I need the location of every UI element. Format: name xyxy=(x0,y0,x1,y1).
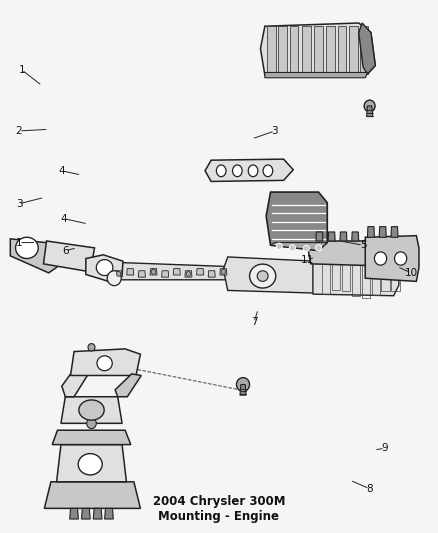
Polygon shape xyxy=(112,262,228,280)
Ellipse shape xyxy=(303,245,309,252)
Polygon shape xyxy=(52,430,131,445)
Ellipse shape xyxy=(221,269,226,274)
Polygon shape xyxy=(359,23,375,74)
Ellipse shape xyxy=(15,237,38,259)
Polygon shape xyxy=(302,26,311,74)
Text: 6: 6 xyxy=(62,246,69,255)
Polygon shape xyxy=(314,26,323,74)
Polygon shape xyxy=(266,192,327,251)
Polygon shape xyxy=(105,508,113,519)
Polygon shape xyxy=(352,232,359,241)
Text: 5: 5 xyxy=(360,240,367,250)
Ellipse shape xyxy=(374,252,387,265)
Polygon shape xyxy=(223,257,319,293)
Ellipse shape xyxy=(216,165,226,176)
Polygon shape xyxy=(162,271,169,277)
Polygon shape xyxy=(115,271,122,277)
Polygon shape xyxy=(265,72,367,78)
Polygon shape xyxy=(185,271,192,277)
Polygon shape xyxy=(326,26,335,74)
Text: 4: 4 xyxy=(59,166,65,176)
Ellipse shape xyxy=(364,100,375,112)
Polygon shape xyxy=(197,269,204,275)
Ellipse shape xyxy=(248,165,258,176)
Ellipse shape xyxy=(186,271,191,276)
Ellipse shape xyxy=(96,260,113,276)
Polygon shape xyxy=(261,23,375,75)
Text: 2: 2 xyxy=(16,126,22,136)
Polygon shape xyxy=(86,255,123,282)
Polygon shape xyxy=(205,159,293,181)
Polygon shape xyxy=(267,26,276,74)
Ellipse shape xyxy=(78,454,102,475)
Ellipse shape xyxy=(151,269,155,274)
Polygon shape xyxy=(44,482,141,508)
Text: 3: 3 xyxy=(16,199,22,209)
Ellipse shape xyxy=(257,271,268,281)
Polygon shape xyxy=(81,508,90,519)
Ellipse shape xyxy=(97,356,112,370)
Ellipse shape xyxy=(117,271,121,276)
Polygon shape xyxy=(240,384,246,395)
Ellipse shape xyxy=(315,245,321,251)
Text: 1: 1 xyxy=(16,238,22,247)
Ellipse shape xyxy=(263,165,273,176)
Polygon shape xyxy=(316,232,323,241)
Polygon shape xyxy=(313,259,399,296)
Polygon shape xyxy=(150,269,157,275)
Polygon shape xyxy=(391,227,398,237)
Polygon shape xyxy=(57,445,127,482)
Polygon shape xyxy=(220,269,227,275)
Ellipse shape xyxy=(107,271,121,286)
Polygon shape xyxy=(367,106,373,117)
Polygon shape xyxy=(173,269,180,275)
Polygon shape xyxy=(71,349,141,375)
Text: 9: 9 xyxy=(381,443,388,453)
Polygon shape xyxy=(11,239,65,273)
Ellipse shape xyxy=(87,418,96,429)
Text: 1: 1 xyxy=(18,65,25,75)
Polygon shape xyxy=(338,26,346,74)
Polygon shape xyxy=(115,374,141,397)
Polygon shape xyxy=(127,269,134,275)
Polygon shape xyxy=(360,26,368,74)
Ellipse shape xyxy=(395,252,407,265)
Text: 2004 Chrysler 300M
Mounting - Engine: 2004 Chrysler 300M Mounting - Engine xyxy=(153,495,285,523)
Ellipse shape xyxy=(233,165,242,176)
Text: 10: 10 xyxy=(405,268,418,278)
Polygon shape xyxy=(43,241,95,272)
Polygon shape xyxy=(349,26,358,74)
Polygon shape xyxy=(308,241,367,265)
Ellipse shape xyxy=(276,243,283,249)
Polygon shape xyxy=(328,232,335,241)
Polygon shape xyxy=(62,365,92,397)
Text: 4: 4 xyxy=(61,214,67,224)
Ellipse shape xyxy=(88,344,95,351)
Polygon shape xyxy=(340,232,347,241)
Polygon shape xyxy=(271,243,327,251)
Polygon shape xyxy=(208,271,215,277)
Polygon shape xyxy=(290,26,298,74)
Polygon shape xyxy=(70,508,78,519)
Text: 7: 7 xyxy=(251,317,257,327)
Ellipse shape xyxy=(289,245,295,251)
Text: 11: 11 xyxy=(300,255,314,265)
Ellipse shape xyxy=(250,264,276,288)
Polygon shape xyxy=(61,397,122,423)
Polygon shape xyxy=(278,26,287,74)
Polygon shape xyxy=(93,508,102,519)
Polygon shape xyxy=(365,236,419,281)
Text: 3: 3 xyxy=(272,126,278,136)
Polygon shape xyxy=(367,227,374,237)
Polygon shape xyxy=(138,271,145,277)
Ellipse shape xyxy=(237,377,250,391)
Text: 8: 8 xyxy=(366,484,373,494)
Polygon shape xyxy=(379,227,386,237)
Ellipse shape xyxy=(79,400,104,420)
